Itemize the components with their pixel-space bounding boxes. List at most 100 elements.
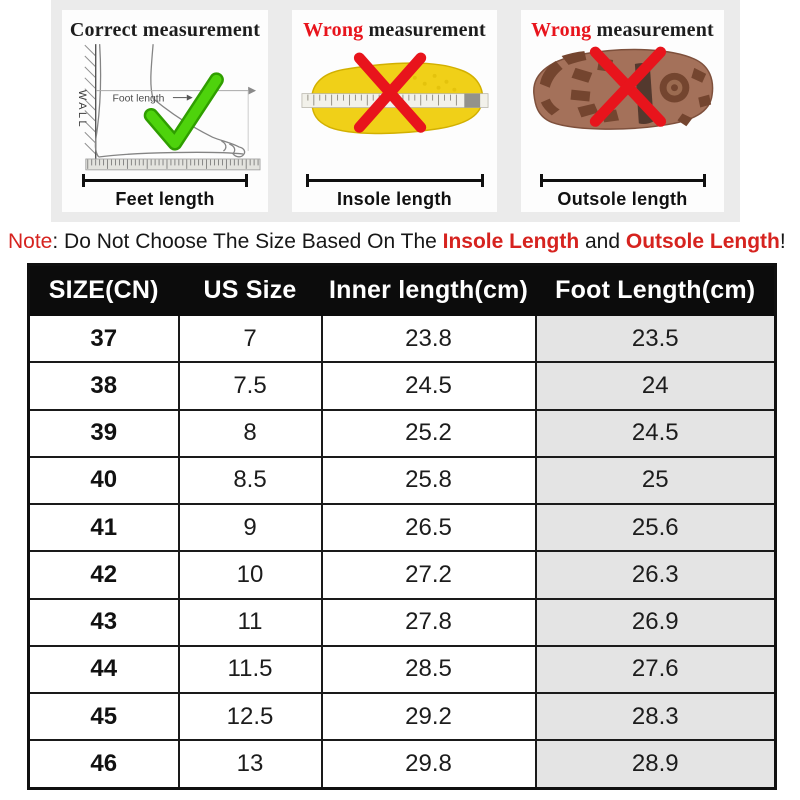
measurement-bracket (82, 174, 248, 187)
header-inner-length: Inner length(cm) (320, 263, 537, 316)
inner-length-cell: 25.2 (320, 408, 537, 458)
panel-title-accent: Correct (69, 19, 138, 41)
note-outsole-highlight: Outsole Length (625, 230, 780, 253)
cn-size-cell: 39 (27, 408, 180, 458)
header-size-cn: SIZE(CN) (27, 263, 180, 316)
outsole-heel (659, 72, 689, 103)
cn-size-cell: 42 (27, 550, 180, 600)
header-us-size: US Size (177, 263, 323, 316)
panel-title-accent: Wrong (531, 19, 592, 41)
us-size-cell: 8.5 (177, 455, 323, 506)
foot-length-cell: 27.6 (534, 644, 777, 695)
foot-length-cell: 25 (534, 455, 777, 506)
foot-length-label: Foot length (113, 94, 165, 105)
table-row: 46 13 29.8 28.9 (27, 739, 777, 790)
us-size-cell: 13 (177, 739, 323, 790)
note-line: Note: Do Not Choose The Size Based On Th… (8, 228, 798, 255)
note-mid: and (579, 230, 626, 253)
note-end: ! (779, 230, 786, 253)
wall-hatch (84, 44, 97, 155)
us-size-cell: 11 (177, 597, 323, 647)
insole-figure (301, 52, 488, 135)
cross-icon (353, 52, 426, 133)
note-insole-highlight: Insole Length (442, 230, 580, 253)
insole-length-label: Insole length (337, 189, 452, 209)
table-row: 42 10 27.2 26.3 (27, 550, 777, 600)
outsole-wrong-panel: Wrong measurement (521, 10, 724, 212)
cn-size-cell: 46 (27, 739, 180, 790)
size-table: SIZE(CN) US Size Inner length(cm) Foot L… (27, 263, 777, 790)
panel-title: Wrong measurement (521, 19, 724, 42)
inner-length-cell: 23.8 (320, 313, 537, 364)
check-icon (143, 72, 224, 151)
foot-length-cell: 26.3 (534, 550, 777, 600)
tape-end (463, 93, 480, 108)
us-size-cell: 7.5 (177, 361, 323, 411)
cn-size-cell: 41 (27, 503, 180, 553)
insole-texture (412, 73, 456, 92)
note-body: Do Not Choose The Size Based On The (64, 230, 443, 253)
us-size-cell: 11.5 (177, 644, 323, 695)
us-size-cell: 8 (177, 408, 323, 458)
foot-length-cell: 26.9 (534, 597, 777, 647)
panel-title-rest: measurement (137, 19, 261, 41)
us-size-cell: 9 (177, 503, 323, 553)
measurement-bracket (539, 174, 706, 187)
table-row: 41 9 26.5 25.6 (27, 503, 777, 553)
table-header-row: SIZE(CN) US Size Inner length(cm) Foot L… (27, 263, 777, 316)
table-row: 39 8 25.2 24.5 (27, 408, 777, 458)
inner-length-cell: 26.5 (320, 503, 537, 553)
measurement-guide-strip: Correct measurement WALL Foot length (51, 0, 740, 222)
foot-length-cell: 24.5 (534, 408, 777, 458)
note-sep: : (52, 230, 65, 253)
inner-length-cell: 29.8 (320, 739, 537, 790)
foot-length-cell: 25.6 (534, 503, 777, 553)
cn-size-cell: 38 (27, 361, 180, 411)
foot-measurement-figure: WALL Foot length (76, 44, 261, 171)
panel-title: Correct measurement (62, 19, 268, 42)
foot-length-cell: 24 (534, 361, 777, 411)
ruler (85, 158, 261, 171)
wall-label: WALL (76, 90, 88, 129)
inner-length-cell: 27.2 (320, 550, 537, 600)
cn-size-cell: 43 (27, 597, 180, 647)
foot-length-cell: 23.5 (534, 313, 777, 364)
foot-length-cell: 28.9 (534, 739, 777, 790)
table-row: 37 7 23.8 23.5 (27, 313, 777, 364)
table-row: 45 12.5 29.2 28.3 (27, 692, 777, 742)
label-arrowhead-icon (186, 94, 193, 101)
cross-icon (589, 46, 666, 127)
inner-length-cell: 24.5 (320, 361, 537, 411)
us-size-cell: 12.5 (177, 692, 323, 742)
inner-length-cell: 27.8 (320, 597, 537, 647)
outsole-length-label: Outsole length (557, 189, 688, 209)
us-size-cell: 7 (177, 313, 323, 364)
panel-title-accent: Wrong (303, 19, 364, 41)
outsole-figure (532, 46, 713, 130)
cn-size-cell: 40 (27, 455, 180, 506)
inner-length-cell: 29.2 (320, 692, 537, 742)
measure-arrowhead-icon (248, 86, 257, 95)
table-row: 44 11.5 28.5 27.6 (27, 644, 777, 695)
foot-length-cell: 28.3 (534, 692, 777, 742)
panel-title: Wrong measurement (292, 19, 497, 42)
cn-size-cell: 37 (27, 313, 180, 364)
table-row: 38 7.5 24.5 24 (27, 361, 777, 411)
panel-title-rest: measurement (591, 19, 714, 41)
inner-length-cell: 25.8 (320, 455, 537, 506)
measurement-bracket (305, 174, 484, 187)
cn-size-cell: 44 (27, 644, 180, 695)
header-foot-length: Foot Length(cm) (534, 263, 777, 316)
us-size-cell: 10 (177, 550, 323, 600)
feet-length-label: Feet length (115, 189, 215, 209)
ruler-ticks (87, 159, 259, 169)
panel-title-rest: measurement (363, 19, 486, 41)
cn-size-cell: 45 (27, 692, 180, 742)
correct-measurement-panel: Correct measurement WALL Foot length (62, 10, 268, 212)
foot-outline (94, 44, 246, 158)
inner-length-cell: 28.5 (320, 644, 537, 695)
table-row: 40 8.5 25.8 25 (27, 455, 777, 506)
table-row: 43 11 27.8 26.9 (27, 597, 777, 647)
insole-wrong-panel: Wrong measurement Insole length (292, 10, 497, 212)
note-label: Note (8, 230, 53, 253)
